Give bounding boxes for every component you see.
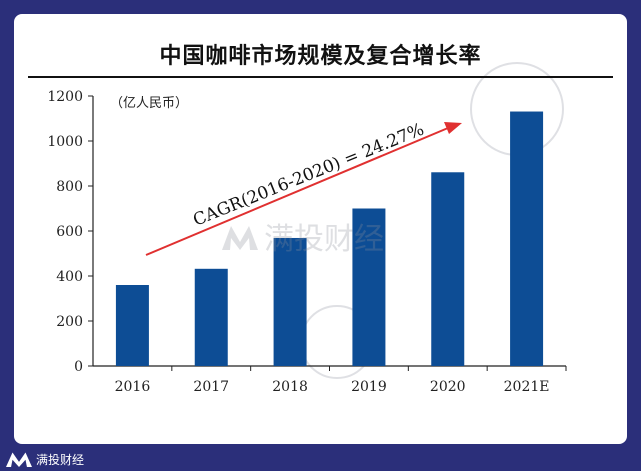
title-underline [28,76,613,78]
bar-2017 [194,268,228,366]
mountain-logo-icon [6,451,32,467]
bar-2020 [431,172,465,366]
cagr-arrow [145,127,449,256]
axes [88,95,567,371]
chart-title: 中国咖啡市场规模及复合增长率 [159,44,482,69]
x-tick-label: 2018 [272,379,308,395]
bar-2016 [115,285,149,366]
x-tick-label: 2021E [504,379,550,395]
cagr-annotation: CAGR(2016-2020) = 24.27% [145,120,462,256]
bars [115,111,544,367]
x-tick-label: 2020 [430,379,466,395]
tick-labels: 0 200 400 600 800 1000 1200 2016 2017 2018 2019 202… [47,89,549,395]
y-tick-label: 1200 [47,89,83,105]
unit-label: （亿人民币） [110,96,188,111]
x-tick-label: 2016 [115,379,151,395]
y-tick-label: 800 [56,179,83,195]
y-tick-label: 0 [74,359,83,375]
footer-brand: 满投财经 [36,452,85,467]
footer-bar: 满投财经 [0,448,641,470]
bar-2021E [510,111,544,367]
bar-2019 [352,208,386,366]
x-tick-label: 2019 [351,379,387,395]
y-tick-label: 600 [56,224,83,240]
x-tick-label: 2017 [193,379,229,395]
y-tick-label: 200 [56,314,83,330]
y-tick-label: 1000 [47,134,83,150]
y-tick-label: 400 [56,269,83,285]
bar-2018 [273,237,307,366]
cagr-label: CAGR(2016-2020) = 24.27% [190,120,427,231]
cagr-arrowhead [444,122,462,134]
